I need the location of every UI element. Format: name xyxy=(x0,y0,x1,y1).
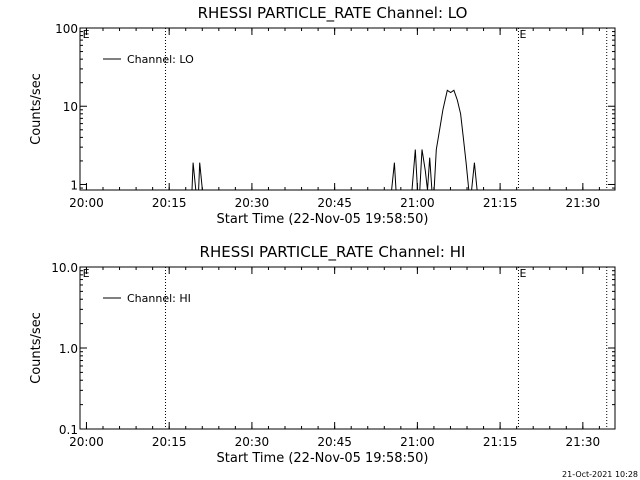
x-tick-label: 20:00 xyxy=(69,196,104,210)
y-tick-label: 1 xyxy=(70,178,78,192)
event-marker-label: E xyxy=(519,267,526,280)
x-tick-label: 20:15 xyxy=(152,196,187,210)
x-tick-label: 21:15 xyxy=(483,196,518,210)
x-tick-label: 21:15 xyxy=(483,435,518,449)
chart-panel-1: RHESSI PARTICLE_RATE Channel: LOEE20:002… xyxy=(29,4,616,227)
x-axis-label: Start Time (22-Nov-05 19:58:50) xyxy=(217,212,429,227)
x-tick-label: 21:30 xyxy=(566,435,601,449)
x-tick-label: 21:30 xyxy=(566,196,601,210)
x-tick-label: 20:15 xyxy=(152,435,187,449)
chart-panel-2: RHESSI PARTICLE_RATE Channel: HIEE20:002… xyxy=(29,243,616,466)
chart-title: RHESSI PARTICLE_RATE Channel: LO xyxy=(198,4,468,23)
x-tick-label: 20:45 xyxy=(317,435,352,449)
series-line xyxy=(191,89,484,190)
y-axis-label: Counts/sec xyxy=(29,312,44,384)
x-tick-label: 20:00 xyxy=(69,435,104,449)
legend-label: Channel: HI xyxy=(127,292,191,305)
chart-title: RHESSI PARTICLE_RATE Channel: HI xyxy=(200,243,466,262)
x-tick-label: 21:00 xyxy=(400,196,435,210)
y-tick-label: 1.0 xyxy=(59,342,78,356)
y-tick-label: 10.0 xyxy=(51,261,78,275)
x-tick-label: 20:45 xyxy=(317,196,352,210)
y-tick-label: 100 xyxy=(55,22,78,36)
x-tick-label: 20:30 xyxy=(235,435,270,449)
legend-label: Channel: LO xyxy=(127,53,194,66)
y-tick-label: 10 xyxy=(63,100,78,114)
timestamp-footer: 21-Oct-2021 10:28 xyxy=(562,470,638,479)
x-tick-label: 20:30 xyxy=(235,196,270,210)
y-axis-label: Counts/sec xyxy=(29,73,44,145)
y-tick-label: 0.1 xyxy=(59,423,78,437)
x-axis-label: Start Time (22-Nov-05 19:58:50) xyxy=(217,451,429,466)
x-tick-label: 21:00 xyxy=(400,435,435,449)
event-marker-label: E xyxy=(519,28,526,41)
